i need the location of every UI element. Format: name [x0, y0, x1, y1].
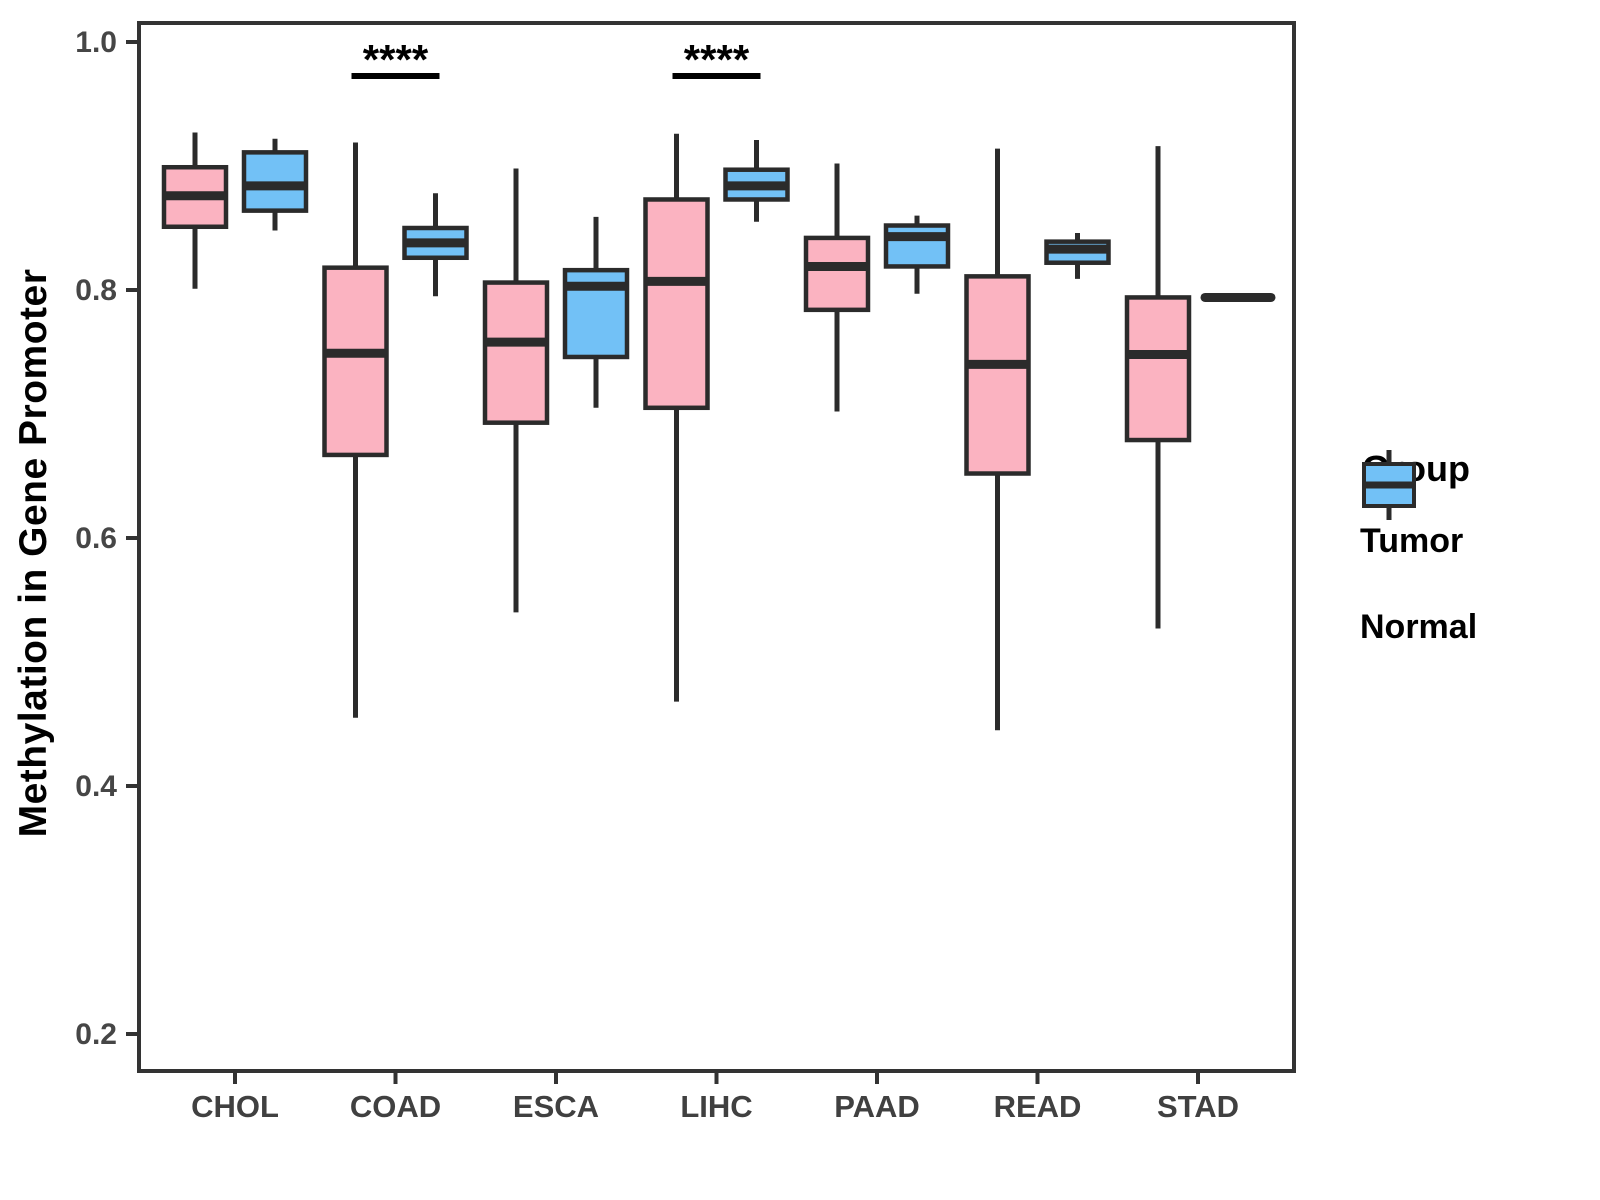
significance-label-coad: ****: [363, 36, 429, 83]
legend: Group Tumor Normal: [1360, 448, 1477, 664]
x-category-label: LIHC: [680, 1089, 752, 1124]
x-category-label: COAD: [350, 1089, 441, 1124]
x-category-label: STAD: [1157, 1089, 1239, 1124]
box-esca-tumor: [482, 280, 550, 425]
y-tick-label: 0.6: [75, 522, 117, 555]
y-tick-label: 0.8: [75, 274, 117, 307]
y-axis-title: Methylation in Gene Promoter: [12, 268, 55, 838]
box-lihc-tumor: [643, 197, 710, 411]
box-coad-tumor: [322, 265, 389, 458]
significance-label-lihc: ****: [684, 36, 750, 83]
legend-label-tumor: Tumor: [1360, 521, 1464, 560]
box-stad-tumor: [1124, 295, 1192, 443]
y-tick-label: 0.2: [75, 1018, 117, 1051]
panel-border: [137, 21, 1296, 1073]
y-tick-label: 0.4: [75, 770, 117, 803]
y-tick-label: 1.0: [75, 26, 117, 59]
box-paad-normal: [883, 223, 951, 269]
box-read-tumor: [964, 274, 1031, 476]
x-category-label: PAAD: [834, 1089, 920, 1124]
normal-boxplot-icon: [1362, 450, 1416, 520]
box-paad-tumor: [803, 235, 871, 313]
x-category-label: ESCA: [513, 1089, 599, 1124]
x-category-label: CHOL: [191, 1089, 279, 1124]
legend-label-normal: Normal: [1360, 607, 1478, 646]
x-category-label: READ: [994, 1089, 1082, 1124]
legend-entry-normal: Normal: [1360, 450, 1478, 664]
